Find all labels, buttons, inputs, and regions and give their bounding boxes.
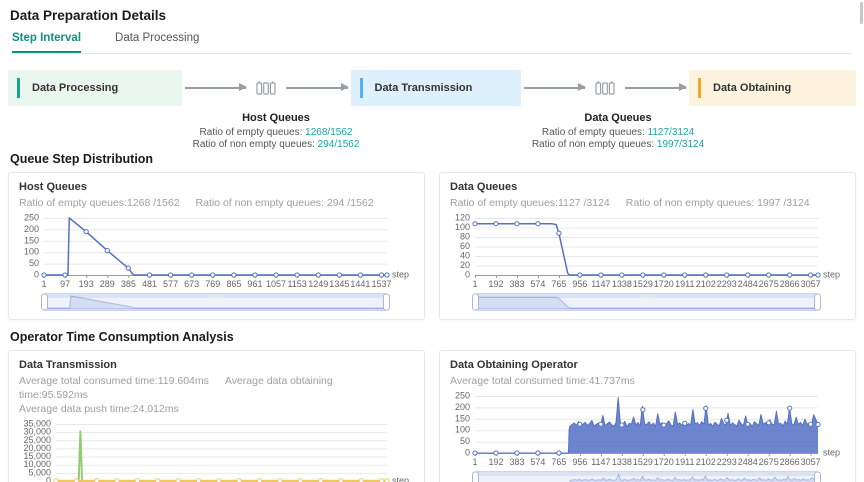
host-queues-icon-wrap bbox=[249, 80, 283, 97]
card-stats: Average total consumed time:119.604ms Ave… bbox=[19, 374, 414, 416]
page-header: Data Preparation Details Step Interval D… bbox=[0, 0, 864, 54]
pipeline-flow-diagram: Data Processing Data Transmission bbox=[8, 70, 856, 150]
stats-line-2: Average data push time:24.012ms bbox=[19, 402, 414, 416]
ratio-empty-row: Ratio of empty queues: 1127/3124 bbox=[498, 127, 738, 140]
ratio-label: Ratio of non empty queues: bbox=[531, 139, 657, 150]
card-title: Data Obtaining Operator bbox=[450, 359, 578, 371]
card-title: Data Transmission bbox=[19, 359, 117, 371]
stat-obtaining-time: Average data obtaining time:95.592ms bbox=[19, 375, 333, 401]
datazoom-minimap bbox=[45, 294, 386, 310]
stat-total-time: Average total consumed time:119.604ms bbox=[19, 375, 209, 387]
stat-nonempty-ratio: Ratio of non empty queues: 294 /1562 bbox=[195, 197, 374, 209]
flow-node-label: Data Processing bbox=[32, 82, 119, 94]
datazoom-slider[interactable] bbox=[472, 293, 821, 311]
stats-line-1: Average total consumed time:119.604ms Ave… bbox=[19, 374, 414, 402]
data-queues-icon-wrap bbox=[588, 80, 622, 97]
ratio-label: Ratio of empty queues: bbox=[541, 126, 648, 138]
flow-node-label: Data Transmission bbox=[374, 82, 473, 94]
flow-node-data-processing[interactable]: Data Processing bbox=[8, 70, 182, 106]
flow-node-data-obtaining[interactable]: Data Obtaining bbox=[689, 70, 856, 106]
ratio-nonempty-row: Ratio of non empty queues: 294/1562 bbox=[156, 139, 396, 152]
arrow-right-icon bbox=[185, 84, 248, 91]
data-queues-info: Data Queues Ratio of empty queues: 1127/… bbox=[498, 112, 738, 152]
ratio-nonempty-row: Ratio of non empty queues: 1997/3124 bbox=[498, 139, 738, 152]
data-queues-title: Data Queues bbox=[584, 112, 652, 124]
datazoom-slider[interactable] bbox=[41, 293, 390, 311]
datazoom-left-handle[interactable] bbox=[472, 471, 479, 482]
ratio-label: Ratio of empty queues: bbox=[199, 126, 306, 138]
section-queue-step-distribution: Queue Step Distribution bbox=[10, 152, 154, 166]
queue-stack-icon bbox=[256, 80, 276, 95]
vertical-scrollbar[interactable] bbox=[859, 0, 864, 482]
card-title: Data Queues bbox=[450, 181, 518, 193]
queue-cards-row: Host Queues Ratio of empty queues:1268 /… bbox=[8, 172, 856, 320]
section-operator-time: Operator Time Consumption Analysis bbox=[10, 330, 234, 344]
stat-push-time: Average data push time:24.012ms bbox=[19, 403, 179, 415]
arrow-right-icon bbox=[286, 84, 349, 91]
card-stats: Ratio of empty queues:1127 /3124 Ratio of… bbox=[450, 196, 845, 210]
flow-node-data-transmission[interactable]: Data Transmission bbox=[350, 70, 521, 106]
stat-total-time: Average total consumed time:41.737ms bbox=[450, 375, 635, 387]
ratio-value: 1997/3124 bbox=[656, 139, 705, 150]
stat-nonempty-ratio: Ratio of non empty queues: 1997 /3124 bbox=[625, 197, 810, 209]
data-queues-line-chart[interactable] bbox=[450, 213, 845, 289]
stat-empty-ratio: Ratio of empty queues:1268 /1562 bbox=[19, 197, 180, 209]
card-data-obtaining-operator: Data Obtaining Operator Average total co… bbox=[439, 350, 856, 482]
card-data-queues: Data Queues Ratio of empty queues:1127 /… bbox=[439, 172, 856, 320]
card-stats: Average total consumed time:41.737ms bbox=[450, 374, 845, 388]
ratio-value: 294/1562 bbox=[317, 139, 360, 150]
tab-step-interval[interactable]: Step Interval bbox=[12, 32, 82, 53]
datazoom-notch[interactable] bbox=[208, 295, 223, 298]
tab-bar: Step Interval Data Processing bbox=[10, 32, 852, 54]
host-queues-info: Host Queues Ratio of empty queues: 1268/… bbox=[156, 112, 396, 152]
card-data-transmission: Data Transmission Average total consumed… bbox=[8, 350, 425, 482]
card-title: Host Queues bbox=[19, 181, 87, 193]
datazoom-left-handle[interactable] bbox=[472, 293, 479, 311]
datazoom-notch[interactable] bbox=[639, 295, 654, 298]
host-queues-line-chart[interactable] bbox=[19, 213, 414, 289]
datazoom-right-handle[interactable] bbox=[383, 293, 390, 311]
datazoom-right-handle[interactable] bbox=[814, 471, 821, 482]
ratio-value: 1127/3124 bbox=[647, 126, 695, 138]
datazoom-left-handle[interactable] bbox=[41, 293, 48, 311]
datazoom-notch[interactable] bbox=[639, 473, 654, 476]
queue-stack-icon bbox=[595, 80, 615, 95]
datazoom-slider[interactable] bbox=[472, 471, 821, 482]
page-title: Data Preparation Details bbox=[10, 8, 167, 23]
datazoom-right-handle[interactable] bbox=[814, 293, 821, 311]
card-host-queues: Host Queues Ratio of empty queues:1268 /… bbox=[8, 172, 425, 320]
ratio-empty-row: Ratio of empty queues: 1268/1562 bbox=[156, 127, 396, 140]
arrow-right-icon bbox=[624, 84, 688, 91]
host-queues-title: Host Queues bbox=[242, 112, 310, 124]
data-obtaining-area-chart[interactable] bbox=[450, 391, 845, 467]
flow-node-label: Data Obtaining bbox=[713, 82, 792, 94]
arrow-right-icon bbox=[523, 84, 587, 91]
tab-data-processing[interactable]: Data Processing bbox=[115, 32, 200, 44]
ratio-value: 1268/1562 bbox=[305, 126, 353, 138]
ratio-label: Ratio of non empty queues: bbox=[192, 139, 318, 150]
card-stats: Ratio of empty queues:1268 /1562 Ratio of… bbox=[19, 196, 414, 210]
datazoom-minimap bbox=[476, 472, 817, 482]
stat-empty-ratio: Ratio of empty queues:1127 /3124 bbox=[450, 197, 610, 209]
data-transmission-line-chart[interactable] bbox=[19, 419, 414, 482]
operator-cards-row: Data Transmission Average total consumed… bbox=[8, 350, 856, 482]
datazoom-minimap bbox=[476, 294, 817, 310]
scrollbar-thumb[interactable] bbox=[860, 2, 863, 24]
